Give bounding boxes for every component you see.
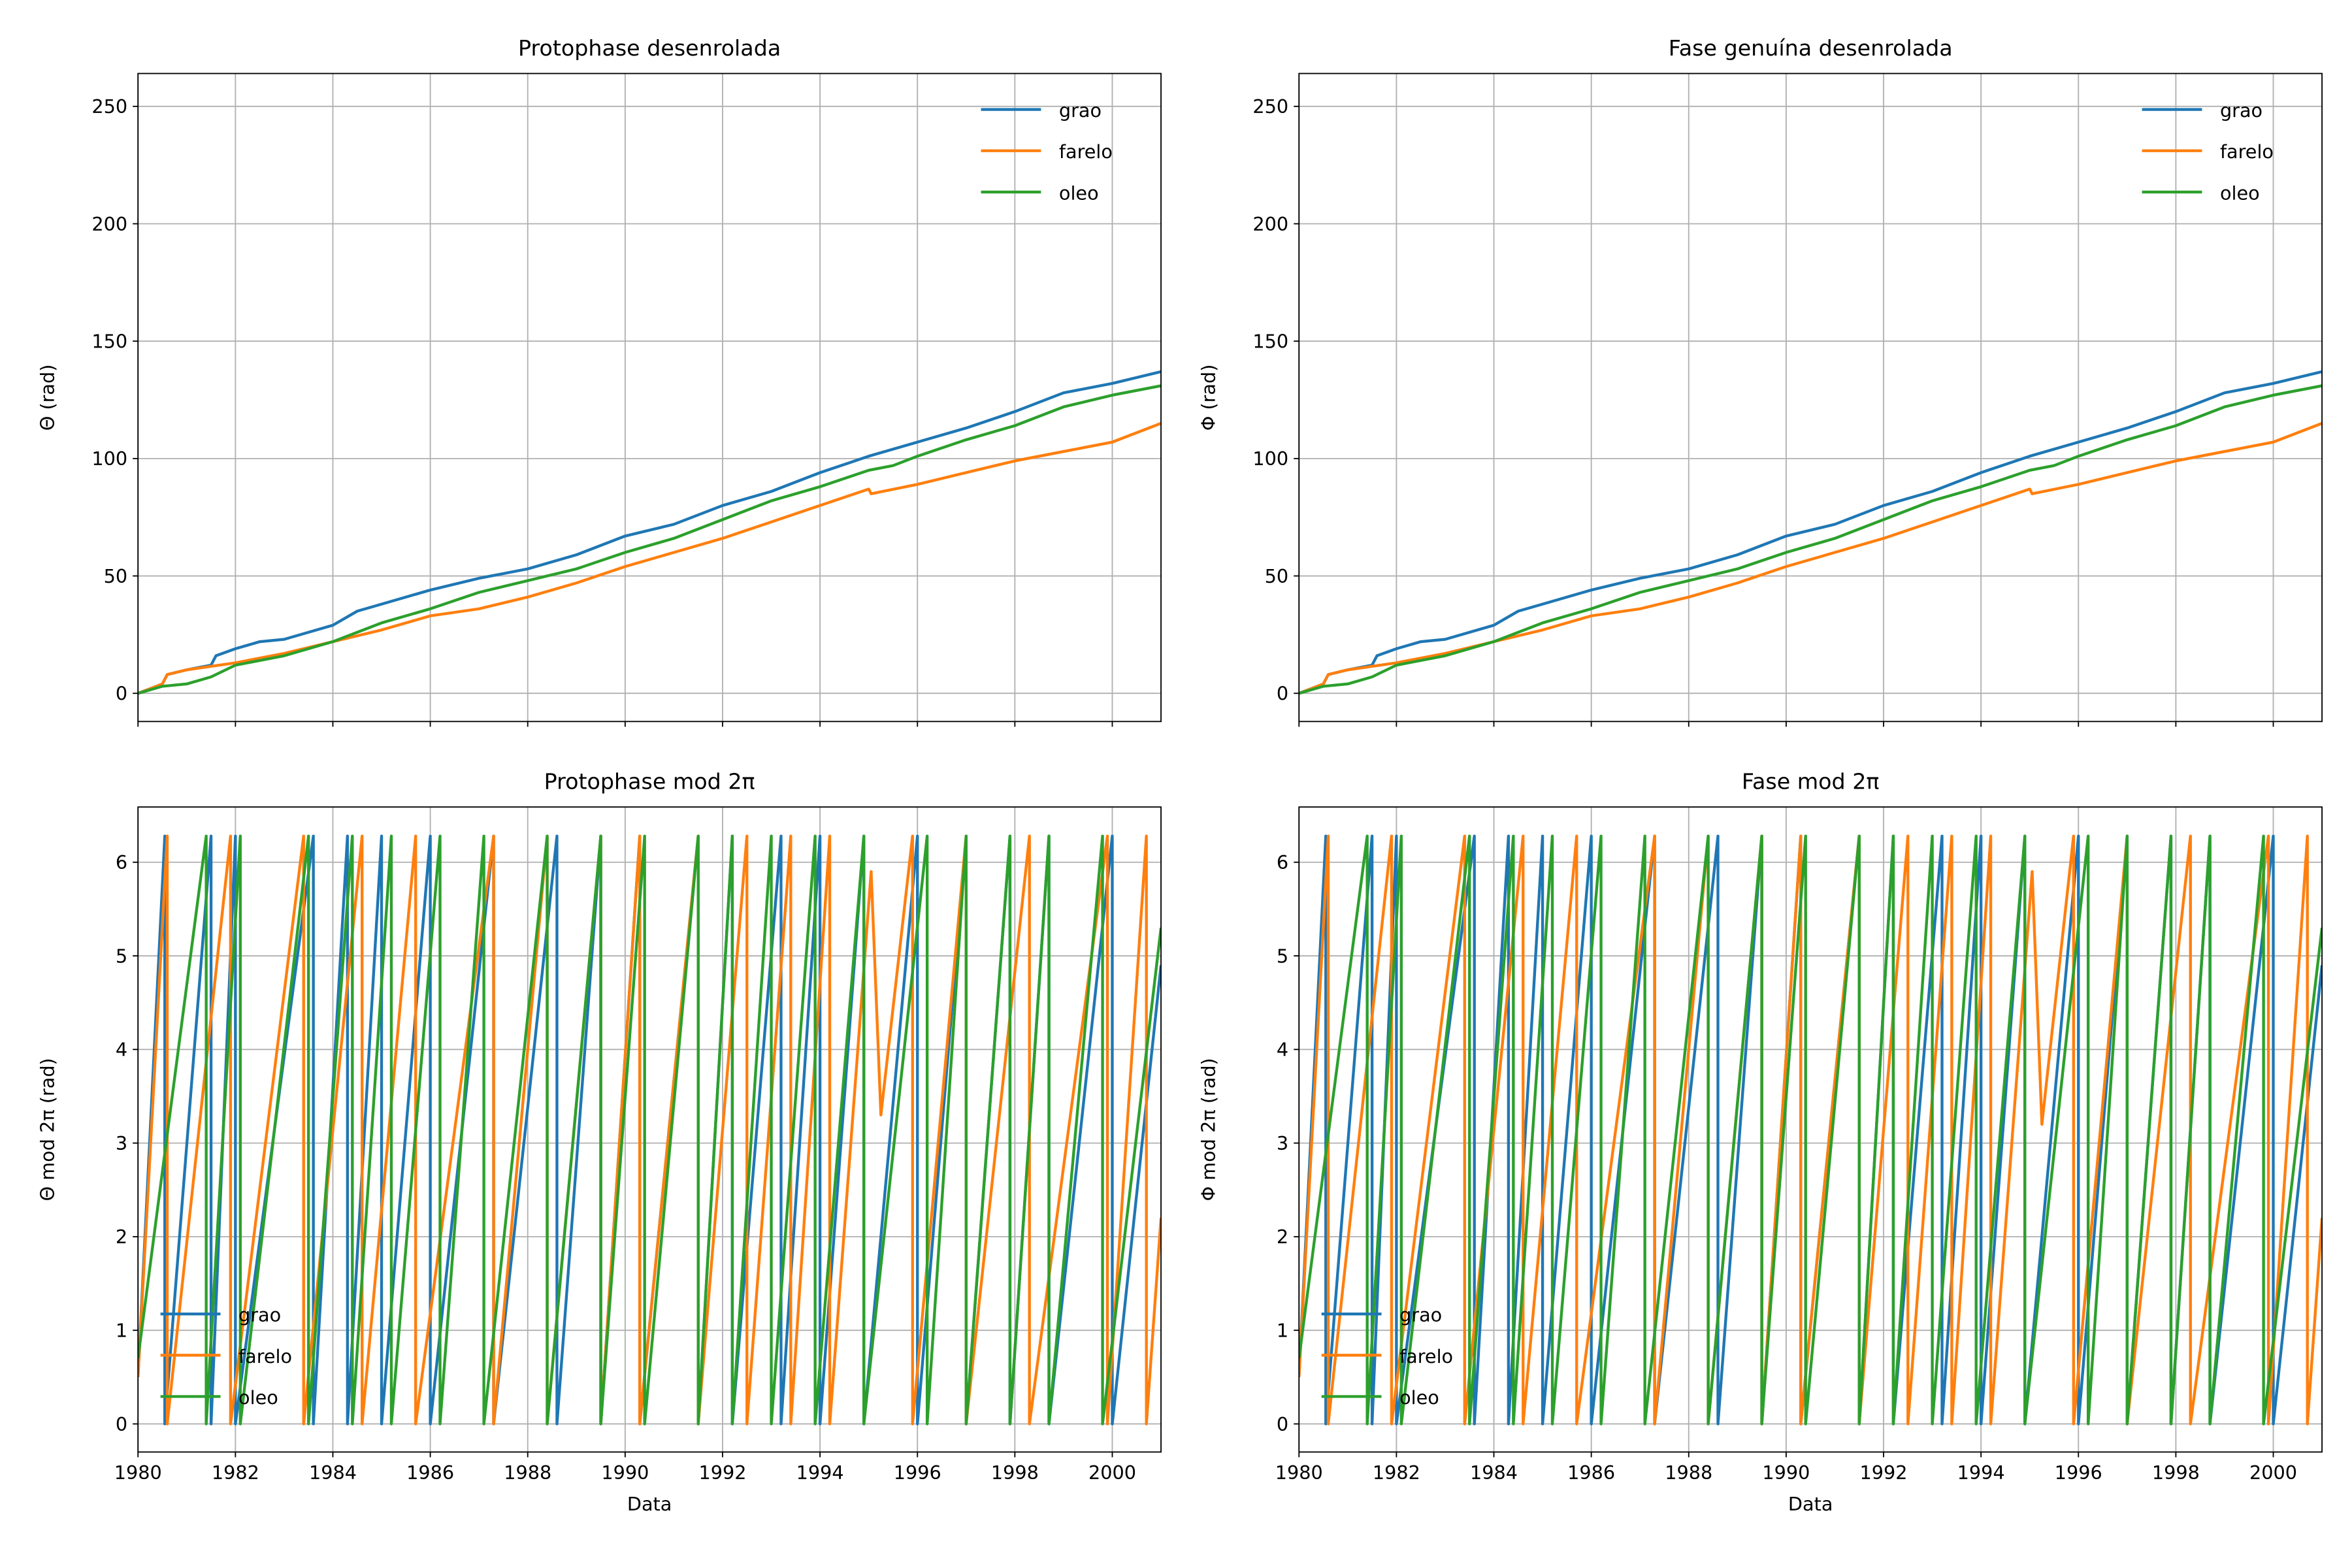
y-tick-label: 250 bbox=[1252, 95, 1288, 118]
y-tick-label: 200 bbox=[1252, 213, 1288, 235]
y-axis-label: Φ (rad) bbox=[1198, 365, 1220, 431]
subplot: 0 50 100 150 200 250 Protophase desenrolada Θ (… bbox=[37, 35, 1162, 727]
y-axis-label: Φ mod 2π (rad) bbox=[1198, 1058, 1220, 1201]
y-tick-label: 6 bbox=[1277, 851, 1288, 874]
series-line bbox=[1299, 384, 2323, 695]
series-line bbox=[138, 834, 1162, 1426]
axes-frame bbox=[1298, 806, 2323, 1453]
x-tick-label: 2000 bbox=[1088, 1462, 1136, 1484]
x-tick-label: 1982 bbox=[1373, 1462, 1420, 1484]
legend-label: oleo bbox=[1059, 182, 1099, 204]
y-tick-label: 50 bbox=[1265, 565, 1289, 587]
x-tick-label: 1980 bbox=[114, 1462, 162, 1484]
y-tick-label: 4 bbox=[116, 1039, 127, 1061]
series-line bbox=[138, 421, 1162, 695]
x-tick-label: 1992 bbox=[698, 1462, 746, 1484]
plot-area bbox=[1299, 370, 2323, 695]
y-tick-label: 0 bbox=[116, 1413, 127, 1435]
x-tick-label: 1980 bbox=[1275, 1462, 1323, 1484]
subplot: 1980 1982 1984 1986 1988 1990 1992 1994 1996 1998… bbox=[1198, 769, 2323, 1515]
legend-label: grao bbox=[238, 1304, 281, 1326]
y-tick-label: 150 bbox=[1252, 331, 1288, 353]
y-tick-label: 50 bbox=[104, 565, 128, 587]
subplot-title: Protophase desenrolada bbox=[518, 35, 781, 61]
x-tick-label: 1982 bbox=[212, 1462, 259, 1484]
axes-frame bbox=[137, 806, 1162, 1453]
x-tick-label: 1986 bbox=[406, 1462, 454, 1484]
y-tick-label: 1 bbox=[116, 1320, 127, 1342]
y-tick-label: 150 bbox=[91, 331, 127, 353]
x-tick-label: 1994 bbox=[1957, 1462, 2005, 1484]
series-line bbox=[138, 370, 1162, 695]
y-tick-label: 0 bbox=[116, 683, 127, 705]
subplot-title: Protophase mod 2π bbox=[544, 769, 755, 794]
series-line bbox=[138, 384, 1162, 695]
x-tick-label: 1998 bbox=[991, 1462, 1039, 1484]
y-tick-label: 1 bbox=[1277, 1320, 1288, 1342]
subplot: 1980 1982 1984 1986 1988 1990 1992 1994 1996 1998… bbox=[37, 769, 1162, 1515]
subplot-title: Fase genuína desenrolada bbox=[1669, 35, 1953, 61]
legend-label: oleo bbox=[1399, 1386, 1439, 1409]
legend-label: farelo bbox=[2220, 140, 2274, 163]
y-tick-label: 100 bbox=[1252, 448, 1288, 470]
x-tick-label: 1984 bbox=[1470, 1462, 1518, 1484]
legend-label: grao bbox=[2220, 99, 2262, 122]
x-tick-label: 1988 bbox=[504, 1462, 551, 1484]
axes-frame bbox=[1298, 73, 2323, 723]
x-tick-label: 1996 bbox=[894, 1462, 941, 1484]
legend-label: farelo bbox=[238, 1345, 292, 1367]
y-tick-label: 200 bbox=[91, 213, 127, 235]
y-tick-label: 2 bbox=[116, 1226, 127, 1248]
axes-frame bbox=[137, 73, 1162, 723]
subplot-title: Fase mod 2π bbox=[1742, 769, 1880, 794]
series-line bbox=[1299, 834, 2323, 1426]
plot-area bbox=[1299, 834, 2323, 1426]
legend-label: oleo bbox=[2220, 182, 2260, 204]
plot-area bbox=[138, 834, 1162, 1426]
y-tick-label: 3 bbox=[116, 1132, 127, 1154]
x-tick-label: 1984 bbox=[309, 1462, 357, 1484]
x-axis-label: Data bbox=[627, 1493, 672, 1515]
y-tick-label: 250 bbox=[91, 95, 127, 118]
x-tick-label: 1990 bbox=[1762, 1462, 1810, 1484]
y-tick-label: 0 bbox=[1277, 683, 1288, 705]
y-axis-label: Θ mod 2π (rad) bbox=[37, 1058, 59, 1201]
x-tick-label: 2000 bbox=[2249, 1462, 2297, 1484]
y-tick-label: 3 bbox=[1277, 1132, 1288, 1154]
y-tick-label: 5 bbox=[1277, 945, 1288, 967]
y-tick-label: 5 bbox=[116, 945, 127, 967]
legend-label: oleo bbox=[238, 1386, 278, 1409]
y-tick-label: 0 bbox=[1277, 1413, 1288, 1435]
legend-label: grao bbox=[1399, 1304, 1442, 1326]
series-line bbox=[138, 834, 1162, 1426]
legend-label: farelo bbox=[1399, 1345, 1453, 1367]
series-line bbox=[1299, 370, 2323, 695]
x-tick-label: 1990 bbox=[601, 1462, 649, 1484]
x-tick-label: 1988 bbox=[1665, 1462, 1712, 1484]
x-tick-label: 1994 bbox=[796, 1462, 844, 1484]
y-tick-label: 2 bbox=[1277, 1226, 1288, 1248]
plot-area bbox=[138, 370, 1162, 695]
y-axis-label: Θ (rad) bbox=[37, 365, 59, 431]
x-tick-label: 1986 bbox=[1567, 1462, 1615, 1484]
y-tick-label: 100 bbox=[91, 448, 127, 470]
x-tick-label: 1998 bbox=[2152, 1462, 2200, 1484]
legend-label: grao bbox=[1059, 99, 1102, 122]
x-axis-label: Data bbox=[1788, 1493, 1833, 1515]
x-tick-label: 1992 bbox=[1860, 1462, 1908, 1484]
series-line bbox=[1299, 834, 2323, 1426]
legend-label: farelo bbox=[1059, 140, 1113, 163]
series-line bbox=[1299, 421, 2323, 695]
x-tick-label: 1996 bbox=[2055, 1462, 2102, 1484]
y-tick-label: 6 bbox=[116, 851, 127, 874]
subplot: 0 50 100 150 200 250 Fase genuína desenrolada Φ… bbox=[1198, 35, 2323, 727]
y-tick-label: 4 bbox=[1277, 1039, 1288, 1061]
